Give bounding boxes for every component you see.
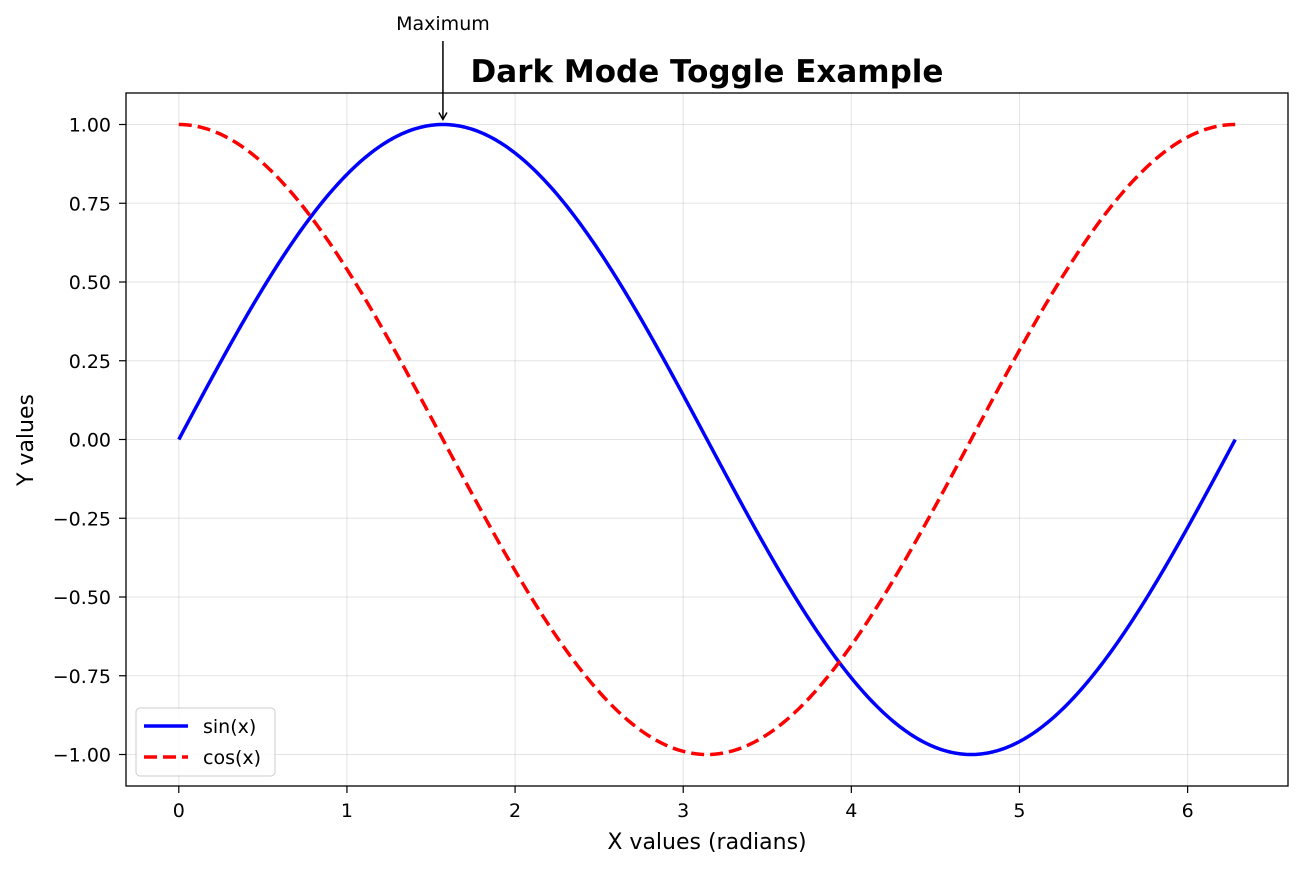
legend-label-sin: sin(x) [203,716,256,738]
y-tick-label: 0.25 [69,351,111,373]
series-line-sin [177,122,1237,757]
y-tick-label: 0.50 [69,272,111,294]
x-axis-label: X values (radians) [607,830,806,855]
x-tick-label: 3 [677,800,689,822]
x-tick-label: 4 [845,800,857,822]
y-axis-label: Y values [14,394,39,487]
x-tick-label: 2 [509,800,521,822]
y-tick-label: 1.00 [69,115,111,137]
y-tick-label: −0.75 [53,666,111,688]
legend: sin(x) cos(x) [135,707,276,777]
y-tick-label: −1.00 [53,745,111,767]
x-tick-label: 6 [1182,800,1194,822]
x-tick-label: 1 [341,800,353,822]
annotation-arrow-head [438,112,448,122]
y-tick-label: −0.25 [53,508,111,530]
y-tick-label: −0.50 [53,587,111,609]
y-tick-label: 0.75 [69,193,111,215]
y-tick-label: 0.00 [69,430,111,452]
series-layer [177,122,1237,757]
grid-layer [126,93,1288,786]
legend-label-cos: cos(x) [203,747,261,769]
annotation-layer: Maximum [396,13,490,122]
x-tick-label: 0 [173,800,185,822]
tick-layer: 0 1 2 3 4 5 6 1.00 0.75 0.50 0.25 0.00 −0.25 −0.50 −0.… [53,115,1194,823]
x-tick-label: 5 [1013,800,1025,822]
chart-title: Dark Mode Toggle Example [471,54,944,90]
annotation-maximum-label: Maximum [396,13,490,35]
